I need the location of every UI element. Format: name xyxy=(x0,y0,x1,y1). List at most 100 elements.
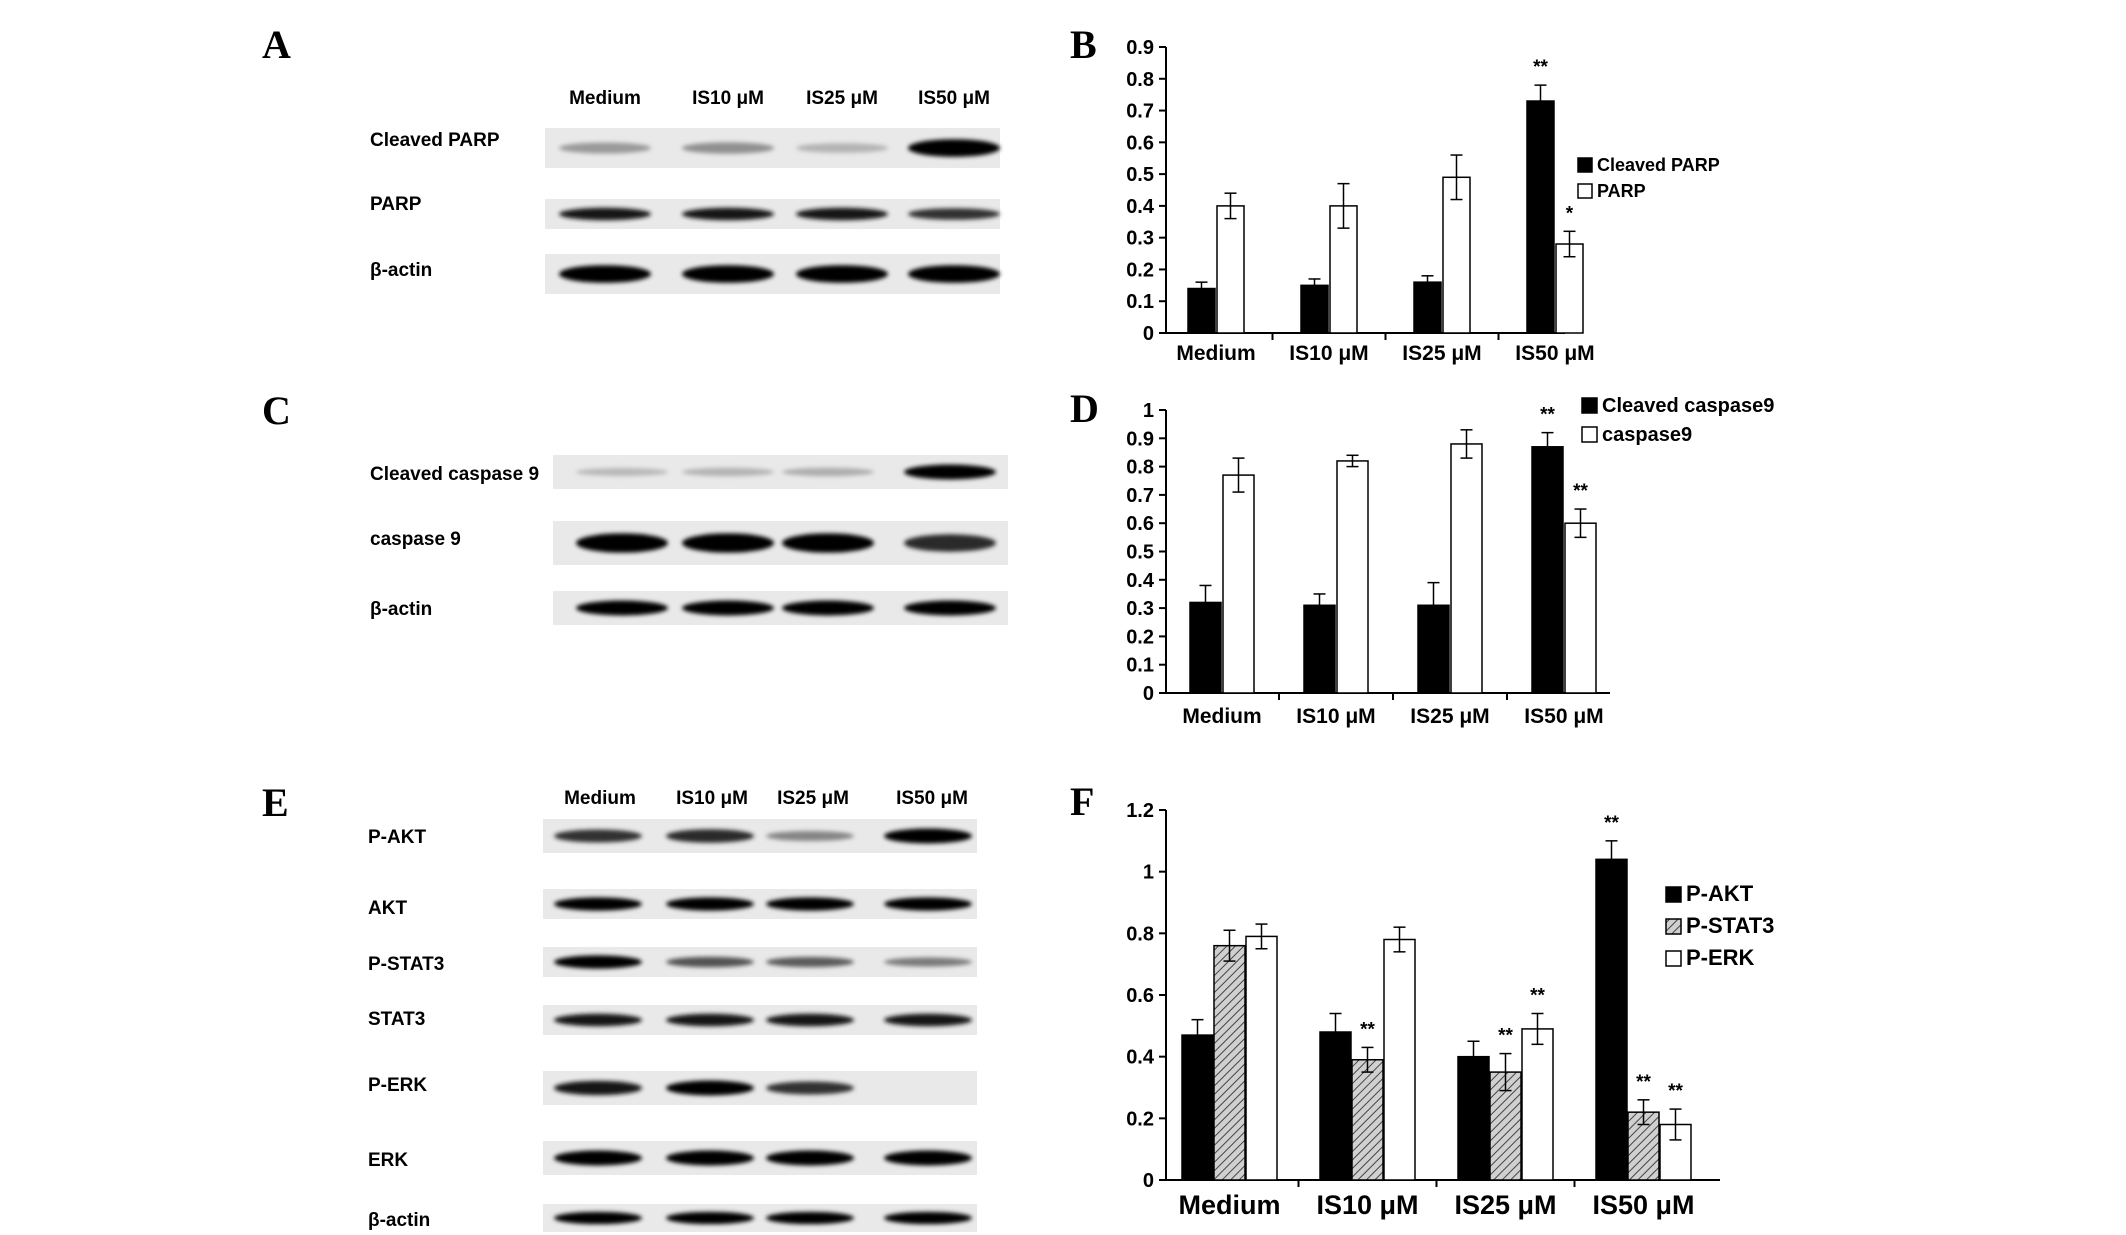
blot-lane-label: Medium xyxy=(569,88,641,109)
legend-swatch xyxy=(1577,183,1593,199)
x-category-label: IS50 μM xyxy=(1524,705,1603,728)
y-tick-label: 0.2 xyxy=(1126,1108,1154,1130)
bar xyxy=(1383,938,1416,1181)
blot-row-label: STAT3 xyxy=(368,1009,425,1030)
x-category-label: IS25 μM xyxy=(1402,342,1481,365)
blot-lane-label: IS25 μM xyxy=(806,88,878,109)
y-tick-label: 0.6 xyxy=(1126,513,1154,535)
bar xyxy=(1222,474,1255,694)
bar xyxy=(1187,287,1216,334)
y-tick-label: 0.8 xyxy=(1126,457,1154,479)
y-tick-label: 0 xyxy=(1143,683,1154,705)
panel-letter-a: A xyxy=(262,22,291,67)
legend-label: P-STAT3 xyxy=(1686,913,1774,938)
blot-band xyxy=(554,829,642,843)
blot-band xyxy=(682,142,774,154)
legend-swatch xyxy=(1577,157,1593,173)
blot-band xyxy=(904,464,996,480)
blot-row-label: Cleaved PARP xyxy=(370,130,500,151)
bar xyxy=(1351,1059,1384,1181)
blot-band xyxy=(766,1211,854,1225)
bar xyxy=(1442,176,1471,334)
blot-band xyxy=(908,265,1000,283)
x-category-label: IS25 μM xyxy=(1454,1190,1556,1220)
blot-band xyxy=(554,1013,642,1027)
blot-band xyxy=(554,1150,642,1166)
blot-row-label: AKT xyxy=(368,898,407,919)
blot-row-label: PARP xyxy=(370,194,422,215)
y-tick-label: 0.4 xyxy=(1126,570,1155,592)
blot-lane-label: IS50 μM xyxy=(896,788,968,809)
legend-swatch xyxy=(1665,886,1682,903)
bar xyxy=(1595,858,1628,1181)
panel-letter-d: D xyxy=(1070,386,1099,431)
blot-band xyxy=(766,956,854,968)
y-tick-label: 1 xyxy=(1143,400,1154,422)
panel-letter-f: F xyxy=(1070,779,1094,824)
significance-marker: ** xyxy=(1636,1072,1651,1093)
blot-band xyxy=(682,207,774,221)
chart-panel-b: B 0 0.1 0.2 0.3 0.4 0.5 0.6 0.7 0.8 0.9 Medium IS10 … xyxy=(1070,22,1720,365)
blot-panel-a: A Medium IS10 μM IS25 μM IS50 μM Cleaved PARP… xyxy=(262,22,1000,294)
legend-swatch xyxy=(1665,950,1682,967)
blot-band xyxy=(796,207,888,221)
chart-panel-d: D 0 0.1 0.2 0.3 0.4 0.5 0.6 0.7 0.8 0.9 1 Medium IS10… xyxy=(1070,386,1774,728)
blot-row-label: P-AKT xyxy=(368,827,426,848)
bar xyxy=(1319,1031,1352,1181)
legend-label: Cleaved caspase9 xyxy=(1602,395,1774,417)
bar xyxy=(1531,446,1564,694)
blot-band xyxy=(766,897,854,911)
x-category-label: IS50 μM xyxy=(1592,1190,1694,1220)
blot-lane-label: IS25 μM xyxy=(777,788,849,809)
blot-band xyxy=(559,207,651,221)
blot-band xyxy=(904,534,996,552)
blot-band xyxy=(782,600,874,616)
blot-band xyxy=(554,897,642,911)
blot-band xyxy=(682,600,774,616)
blot-panel-e: E Medium IS10 μM IS25 μM IS50 μM P-AKT AKT P-ST… xyxy=(262,780,977,1232)
y-tick-label: 0.1 xyxy=(1126,655,1154,677)
blot-band xyxy=(884,1211,972,1225)
legend-label: PARP xyxy=(1597,181,1646,201)
bar xyxy=(1213,944,1246,1181)
x-category-label: Medium xyxy=(1176,342,1255,365)
significance-marker: ** xyxy=(1573,481,1588,502)
y-tick-label: 1 xyxy=(1143,862,1154,884)
blot-band xyxy=(782,533,874,553)
bar xyxy=(1450,443,1483,694)
blot-lane-label: Medium xyxy=(564,788,636,809)
bar xyxy=(1245,935,1278,1181)
significance-marker: ** xyxy=(1530,986,1545,1007)
blot-band xyxy=(666,1211,754,1225)
bar xyxy=(1564,522,1597,694)
blot-band xyxy=(666,1150,754,1166)
bar xyxy=(1336,460,1369,694)
blot-band xyxy=(666,1080,754,1096)
blot-row-label: ERK xyxy=(368,1150,408,1171)
bar xyxy=(1300,284,1329,334)
y-tick-label: 0.6 xyxy=(1126,132,1154,154)
y-tick-label: 0.7 xyxy=(1126,101,1154,123)
blot-band xyxy=(904,600,996,616)
y-tick-label: 0.3 xyxy=(1126,228,1154,250)
y-tick-label: 0 xyxy=(1143,1170,1154,1192)
significance-marker: ** xyxy=(1540,405,1555,426)
bar xyxy=(1413,281,1442,334)
blot-row-label: caspase 9 xyxy=(370,529,461,550)
blot-row-label: Cleaved caspase 9 xyxy=(370,464,539,485)
blot-band xyxy=(576,467,668,477)
y-tick-label: 0.9 xyxy=(1126,428,1154,450)
bar xyxy=(1521,1028,1554,1181)
blot-band xyxy=(884,1150,972,1166)
y-tick-label: 0.4 xyxy=(1126,1047,1155,1069)
panel-letter-c: C xyxy=(262,388,291,433)
blot-band xyxy=(576,533,668,553)
blot-band xyxy=(682,533,774,553)
significance-marker: ** xyxy=(1498,1026,1513,1047)
blot-band xyxy=(908,208,1000,220)
x-category-label: Medium xyxy=(1178,1190,1280,1220)
blot-band xyxy=(766,1150,854,1166)
blot-band xyxy=(766,1013,854,1027)
blot-row-label: β-actin xyxy=(370,260,432,281)
